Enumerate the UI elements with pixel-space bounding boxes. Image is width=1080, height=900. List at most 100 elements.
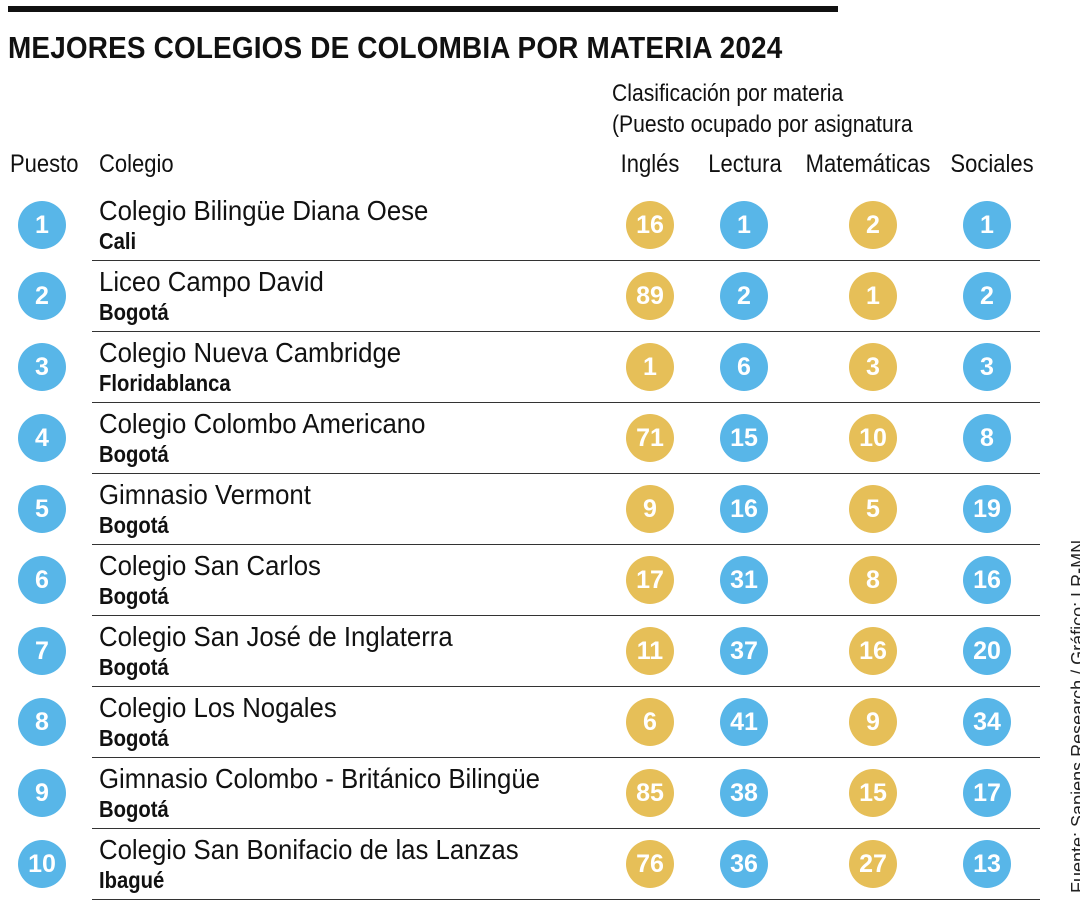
rank-ingles-badge: 85 [626,769,674,817]
table-row: 7 Colegio San José de Inglaterra Bogotá 11 3… [0,616,1040,687]
rank-ingles-badge: 71 [626,414,674,462]
rank-matematicas-badge: 8 [849,556,897,604]
table-row: 10 Colegio San Bonifacio de las Lanzas Iba… [0,829,1040,900]
school-city: Bogotá [99,299,169,325]
top-rule [8,6,838,12]
rank-badge: 10 [18,840,66,888]
column-group-label-line2: (Puesto ocupado por asignatura [612,111,913,138]
header-matematicas: Matemáticas [805,150,931,178]
rank-ingles-badge: 6 [626,698,674,746]
school-city: Bogotá [99,441,169,467]
table-row: 5 Gimnasio Vermont Bogotá 9 16 5 19 [0,474,1040,545]
school-name: Colegio Nueva Cambridge [99,337,402,368]
rank-matematicas-badge: 27 [849,840,897,888]
rank-badge: 2 [18,272,66,320]
rank-badge: 5 [18,485,66,533]
column-group-label: Clasificación por materia (Puesto ocupad… [612,78,913,140]
rank-badge: 3 [18,343,66,391]
rank-lectura-badge: 1 [720,201,768,249]
table-row: 9 Gimnasio Colombo - Británico Bilingüe Bo… [0,758,1040,829]
rank-sociales-badge: 17 [963,769,1011,817]
rank-sociales-badge: 2 [963,272,1011,320]
rank-sociales-badge: 13 [963,840,1011,888]
school-name: Gimnasio Colombo - Británico Bilingüe [99,763,540,794]
rank-matematicas-badge: 15 [849,769,897,817]
rank-sociales-badge: 16 [963,556,1011,604]
rank-lectura-badge: 2 [720,272,768,320]
school-city: Bogotá [99,654,169,680]
rank-lectura-badge: 38 [720,769,768,817]
rank-lectura-badge: 41 [720,698,768,746]
rank-matematicas-badge: 2 [849,201,897,249]
rank-badge: 1 [18,201,66,249]
school-name: Liceo Campo David [99,266,324,297]
rank-matematicas-badge: 1 [849,272,897,320]
rank-badge: 7 [18,627,66,675]
school-name: Colegio Bilingüe Diana Oese [99,195,429,226]
header-ingles: Inglés [620,150,680,178]
row-divider [92,473,1040,474]
rank-badge: 9 [18,769,66,817]
header-puesto: Puesto [10,150,79,178]
rank-lectura-badge: 6 [720,343,768,391]
table-row: 2 Liceo Campo David Bogotá 89 2 1 2 [0,261,1040,332]
rank-lectura-badge: 36 [720,840,768,888]
rank-ingles-badge: 76 [626,840,674,888]
table-row: 1 Colegio Bilingüe Diana Oese Cali 16 1 2 1 [0,190,1040,261]
column-group-label-line1: Clasificación por materia [612,80,844,107]
rank-ingles-badge: 1 [626,343,674,391]
school-name: Colegio San José de Inglaterra [99,621,453,652]
rank-lectura-badge: 37 [720,627,768,675]
rank-ingles-badge: 16 [626,201,674,249]
school-name: Gimnasio Vermont [99,479,311,510]
row-divider [92,828,1040,829]
rank-badge: 6 [18,556,66,604]
school-name: Colegio Los Nogales [99,692,337,723]
rank-ingles-badge: 17 [626,556,674,604]
row-divider [92,686,1040,687]
rank-ingles-badge: 9 [626,485,674,533]
rank-sociales-badge: 34 [963,698,1011,746]
rank-badge: 4 [18,414,66,462]
table-row: 8 Colegio Los Nogales Bogotá 6 41 9 34 [0,687,1040,758]
rank-lectura-badge: 16 [720,485,768,533]
header-sociales: Sociales [950,150,1034,178]
rank-ingles-badge: 11 [626,627,674,675]
rank-lectura-badge: 31 [720,556,768,604]
school-city: Floridablanca [99,370,231,396]
header-lectura: Lectura [708,150,782,178]
header-colegio: Colegio [99,150,174,178]
rank-matematicas-badge: 9 [849,698,897,746]
rank-matematicas-badge: 10 [849,414,897,462]
chart-title: MEJORES COLEGIOS DE COLOMBIA POR MATERIA… [8,30,783,65]
school-name: Colegio San Bonifacio de las Lanzas [99,834,519,865]
rank-sociales-badge: 19 [963,485,1011,533]
rank-sociales-badge: 20 [963,627,1011,675]
school-city: Cali [99,228,137,254]
school-city: Bogotá [99,512,169,538]
table-row: 3 Colegio Nueva Cambridge Floridablanca 1 6 3… [0,332,1040,403]
rank-badge: 8 [18,698,66,746]
school-name: Colegio San Carlos [99,550,321,581]
school-city: Ibagué [99,867,165,893]
table-row: 4 Colegio Colombo Americano Bogotá 71 15 10 8 [0,403,1040,474]
rank-sociales-badge: 3 [963,343,1011,391]
row-divider [92,260,1040,261]
rank-matematicas-badge: 3 [849,343,897,391]
rank-ingles-badge: 89 [626,272,674,320]
school-city: Bogotá [99,583,169,609]
rank-matematicas-badge: 5 [849,485,897,533]
school-name: Colegio Colombo Americano [99,408,426,439]
rank-sociales-badge: 8 [963,414,1011,462]
school-city: Bogotá [99,725,169,751]
row-divider [92,402,1040,403]
row-divider [92,757,1040,758]
school-city: Bogotá [99,796,169,822]
table-row: 6 Colegio San Carlos Bogotá 17 31 8 16 [0,545,1040,616]
rank-sociales-badge: 1 [963,201,1011,249]
row-divider [92,615,1040,616]
rank-lectura-badge: 15 [720,414,768,462]
rank-matematicas-badge: 16 [849,627,897,675]
row-divider [92,544,1040,545]
